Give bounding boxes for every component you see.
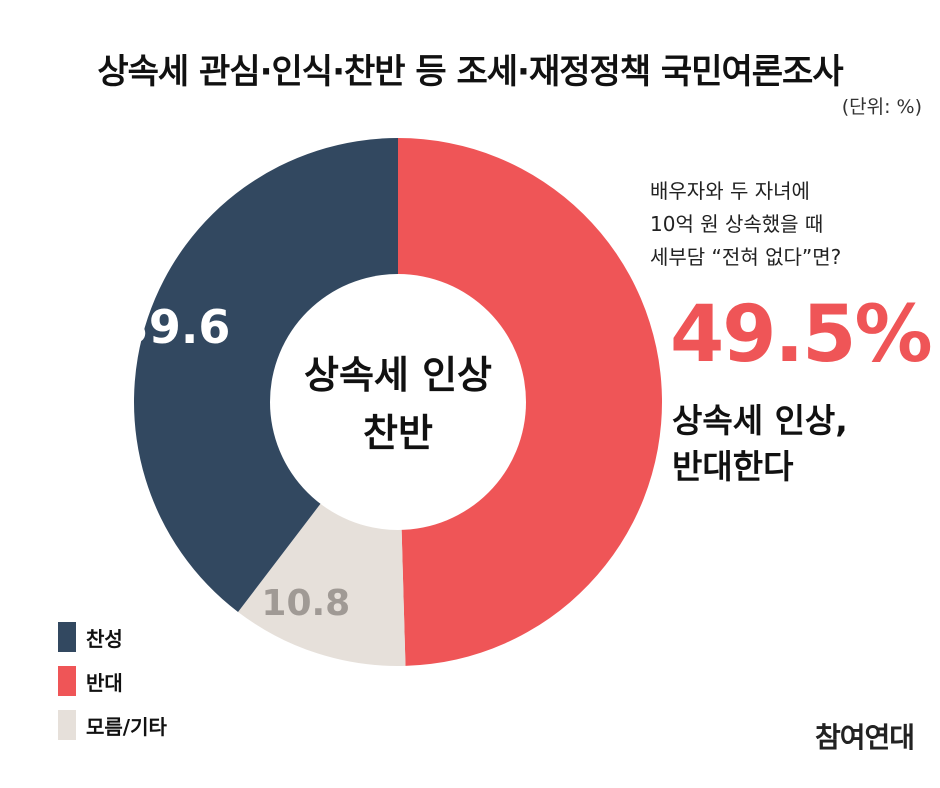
legend-swatch-support	[58, 622, 76, 652]
unit-label: (단위: %)	[841, 96, 922, 118]
question-line-1: 배우자와 두 자녀에	[650, 179, 810, 203]
highlight-percentage: 49.5%	[670, 290, 933, 380]
slice-label-1: 10.8	[261, 583, 350, 624]
chart-title: 상속세 관심·인식·찬반 등 조세·재정정책 국민여론조사	[97, 52, 843, 92]
legend-item-support: 찬성	[58, 622, 167, 652]
legend-label-support: 찬성	[86, 626, 123, 651]
slice-0	[398, 138, 663, 666]
legend-item-oppose: 반대	[58, 666, 167, 696]
donut-hole	[270, 274, 526, 530]
survey-question: 배우자와 두 자녀에 10억 원 상속했을 때 세부담 “전혀 없다”면?	[650, 175, 841, 274]
chart-legend: 찬성 반대 모름/기타	[58, 622, 167, 754]
question-line-3: 세부담 “전혀 없다”면?	[650, 245, 842, 269]
brand-logo-text: 참여연대	[814, 721, 915, 754]
slice-labels: 10.8 39.6	[117, 300, 350, 624]
legend-swatch-oppose	[58, 666, 76, 696]
legend-label-unknown: 모름/기타	[86, 714, 167, 739]
legend-item-unknown: 모름/기타	[58, 710, 167, 740]
center-label-line-2: 찬반	[363, 411, 433, 455]
center-label-line-1: 상속세 인상	[304, 353, 492, 397]
highlight-caption-line-1: 상속세 인상,	[672, 401, 848, 440]
highlight-caption: 상속세 인상, 반대한다	[672, 398, 848, 490]
slice-label-2: 39.6	[117, 300, 231, 354]
legend-swatch-unknown	[58, 710, 76, 740]
highlight-caption-line-2: 반대한다	[672, 447, 794, 486]
question-line-2: 10억 원 상속했을 때	[650, 212, 824, 236]
donut-slices	[133, 138, 663, 666]
legend-label-oppose: 반대	[86, 670, 123, 695]
slice-2	[133, 138, 398, 613]
